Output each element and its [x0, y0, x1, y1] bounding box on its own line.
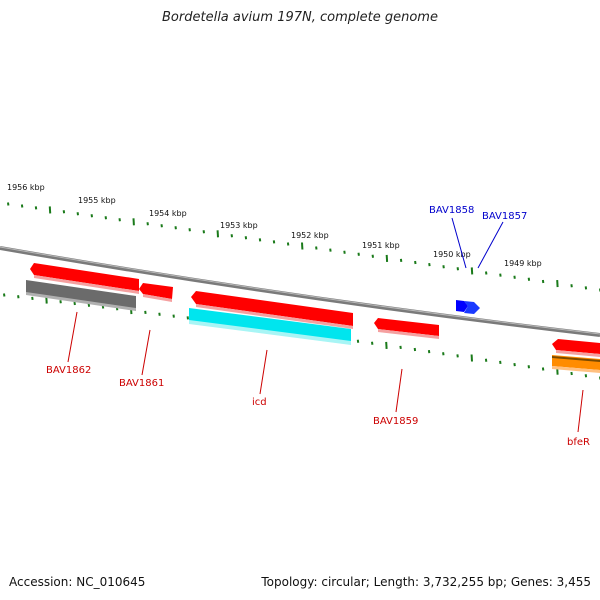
label-leader-line [477, 221, 504, 269]
scale-label: 1949 kbp [504, 259, 542, 268]
gene-feature[interactable] [552, 355, 600, 373]
genome-summary: Topology: circular; Length: 3,732,255 bp… [261, 575, 591, 589]
genome-backbone-highlight [0, 246, 600, 335]
genome-title: Bordetella avium 197N, complete genome [162, 10, 438, 25]
scale-label: 1953 kbp [220, 221, 258, 230]
gene-label-bav1857[interactable]: BAV1857 [482, 211, 527, 222]
scale-label: 1954 kbp [149, 209, 187, 218]
scale-label: 1955 kbp [78, 196, 116, 205]
gene-label-bav1861[interactable]: BAV1861 [119, 378, 164, 389]
label-leader-line [395, 368, 403, 413]
accession-label: Accession: NC_010645 [9, 575, 146, 589]
label-leader-line [141, 329, 151, 376]
label-leader-line [67, 311, 78, 363]
gene-feature[interactable] [552, 339, 600, 357]
scale-labels: 1956 kbp 1955 kbp 1954 kbp 1953 kbp 1952… [7, 183, 542, 268]
gene-label-bav1862[interactable]: BAV1862 [46, 365, 91, 376]
tick-track-outer [7, 202, 600, 292]
gene-feature[interactable] [139, 283, 173, 302]
gene-label-bfer[interactable]: bfeR [567, 437, 590, 448]
gene-feature[interactable] [30, 263, 139, 294]
gene-feature[interactable] [26, 280, 136, 311]
scale-label: 1952 kbp [291, 231, 329, 240]
gene-feature[interactable] [191, 291, 353, 329]
gene-feature[interactable] [456, 300, 480, 314]
scale-label: 1951 kbp [362, 241, 400, 250]
scale-label: 1956 kbp [7, 183, 45, 192]
label-leader-line [451, 217, 467, 269]
genome-backbone [0, 246, 600, 337]
gene-label-icd[interactable]: icd [252, 397, 267, 408]
gene-feature[interactable] [374, 318, 439, 339]
gene-label-bav1858[interactable]: BAV1858 [429, 205, 474, 216]
label-leader-line [577, 389, 584, 433]
gene-label-bav1859[interactable]: BAV1859 [373, 416, 418, 427]
label-leader-line [259, 349, 268, 395]
gene-feature[interactable] [189, 308, 351, 345]
scale-label: 1950 kbp [433, 250, 471, 259]
